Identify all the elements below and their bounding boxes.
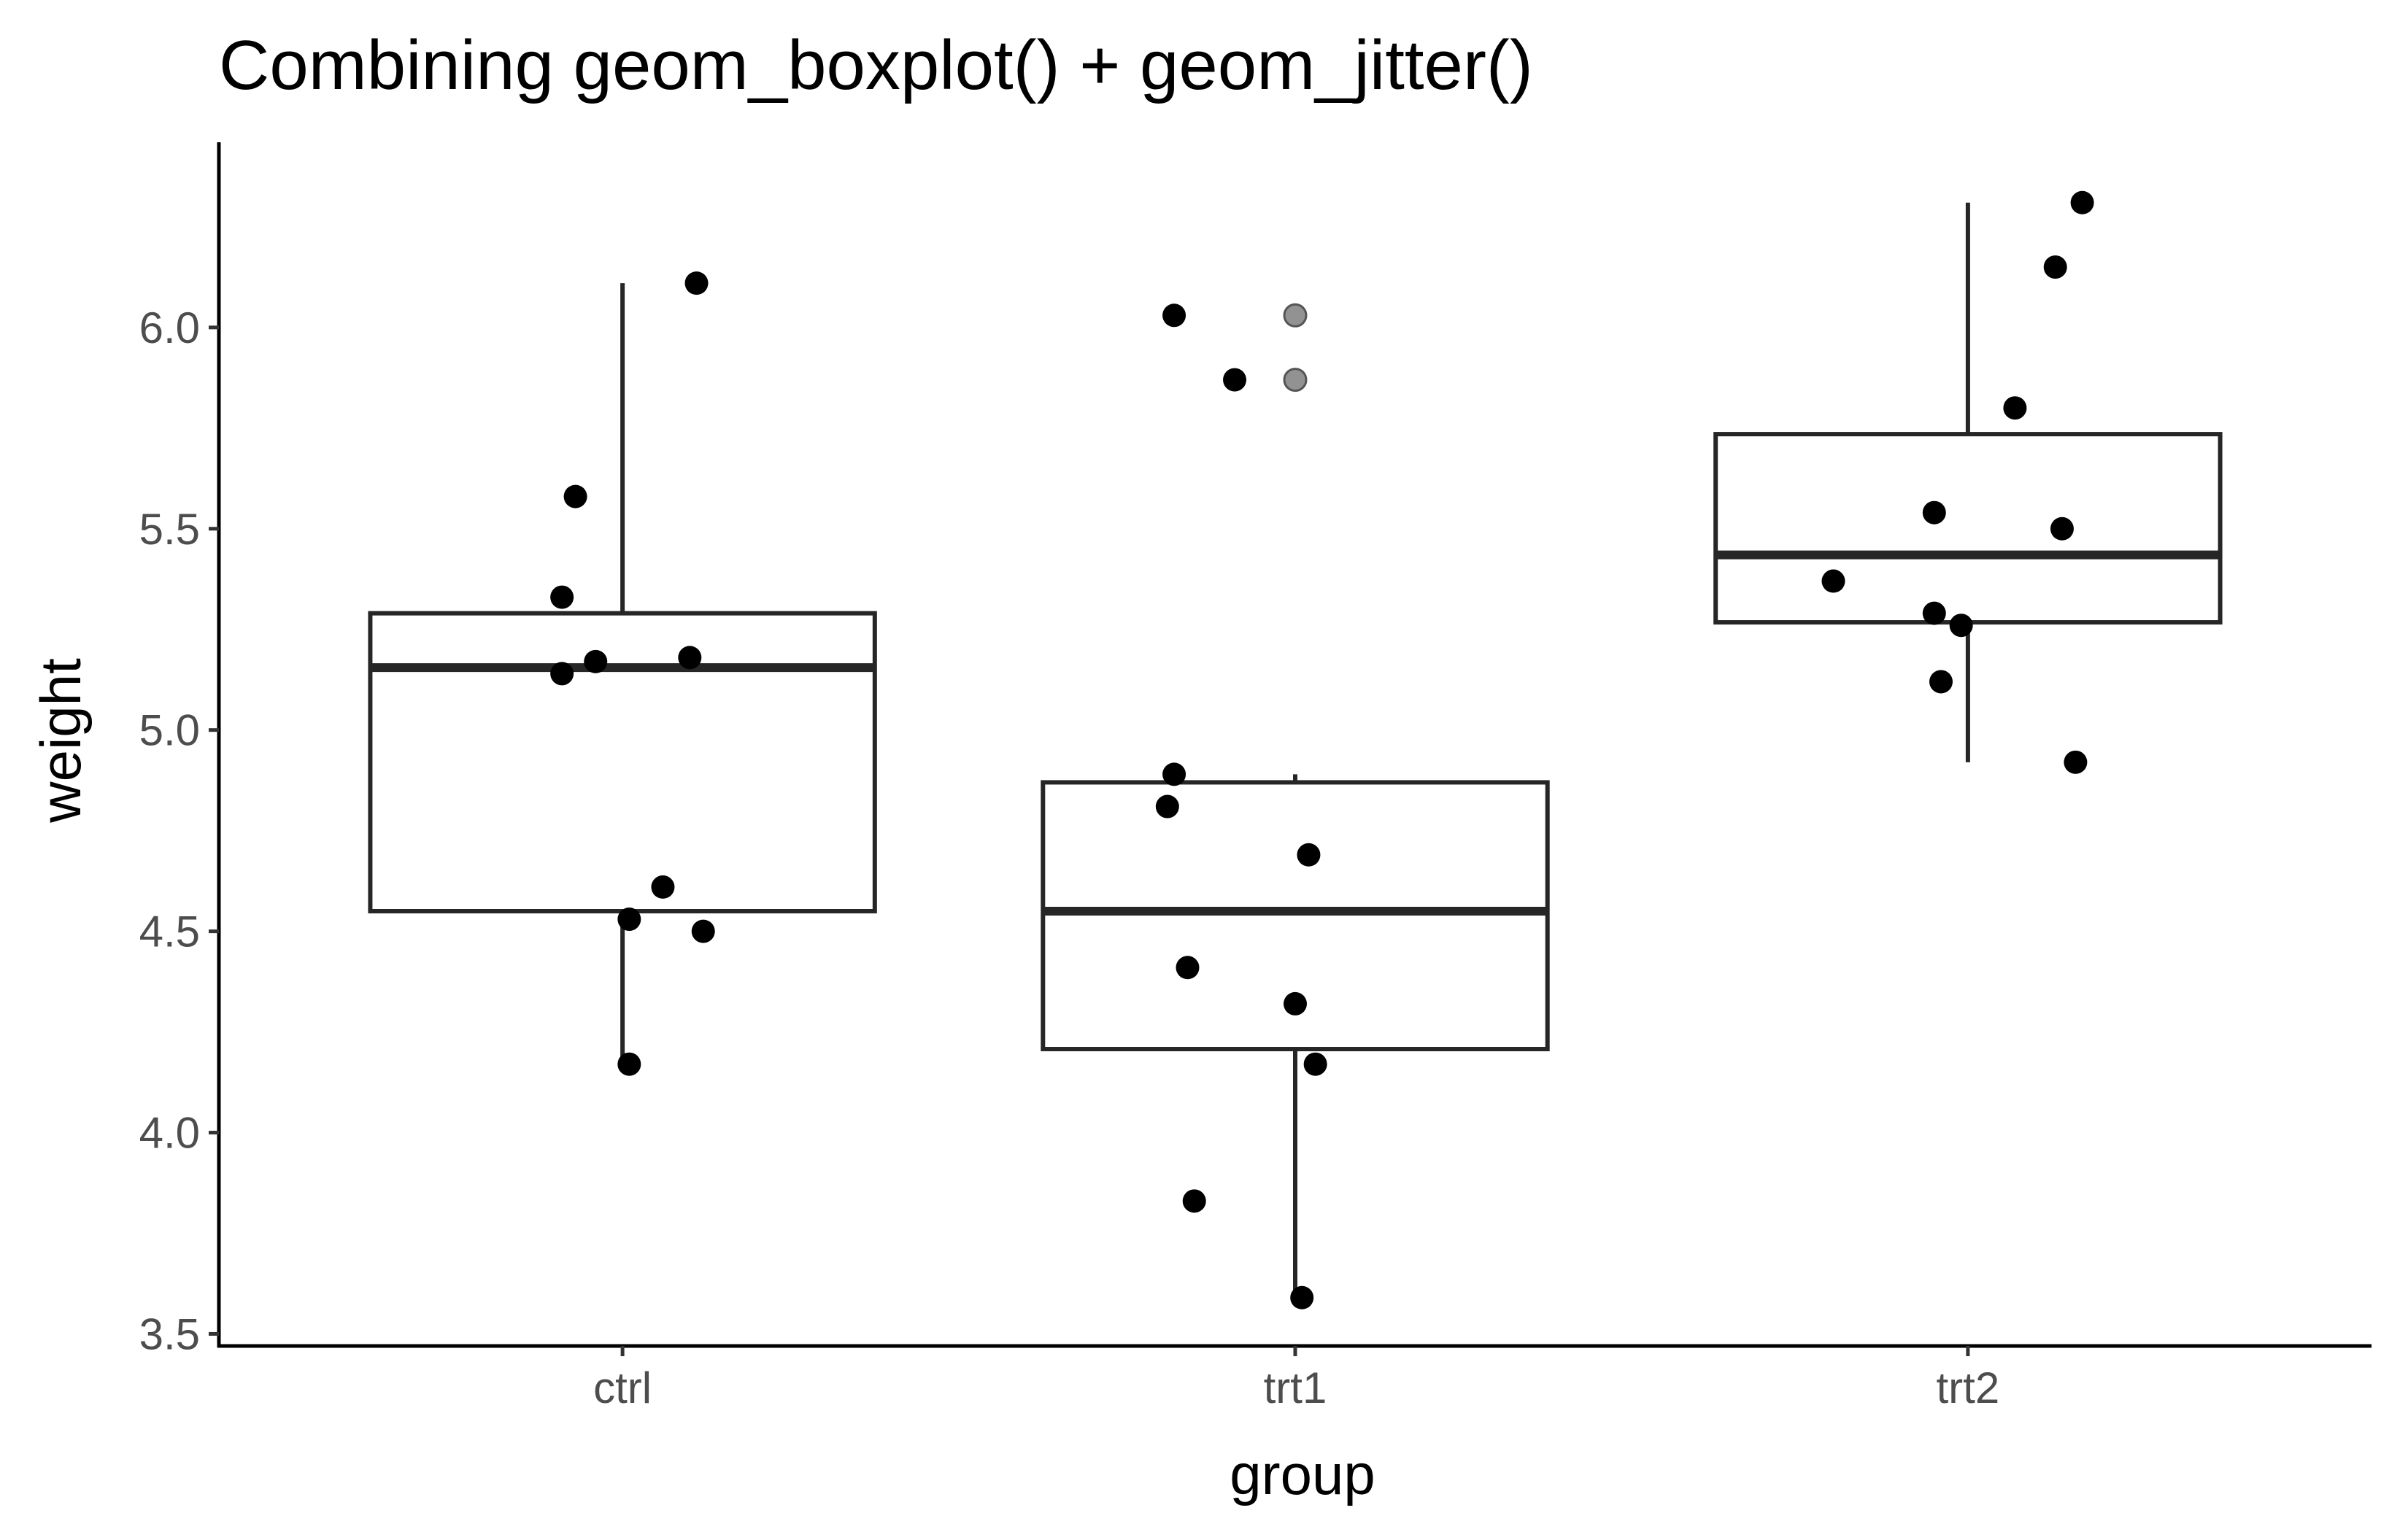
data-point — [1176, 956, 1200, 980]
data-point — [563, 484, 587, 508]
box-trt1 — [1041, 780, 1550, 1052]
data-point — [2050, 517, 2074, 541]
data-point — [550, 662, 574, 686]
data-point — [1162, 762, 1186, 786]
x-axis-title: group — [1230, 1442, 1375, 1506]
data-point — [1949, 614, 1973, 638]
data-point — [1922, 601, 1946, 625]
data-point — [550, 585, 574, 609]
data-point — [1182, 1189, 1206, 1213]
data-point — [617, 908, 641, 932]
data-point — [1297, 843, 1321, 867]
data-point — [651, 875, 675, 899]
y-tick-label: 4.5 — [139, 908, 200, 956]
data-point — [1303, 1052, 1327, 1076]
data-point — [1155, 794, 1179, 819]
data-point — [1290, 1285, 1314, 1309]
data-point — [1223, 368, 1247, 392]
y-tick-label: 3.5 — [139, 1309, 200, 1358]
data-point — [1162, 303, 1186, 328]
data-point — [1821, 569, 1845, 593]
y-axis-title: weight — [28, 658, 93, 824]
data-point — [2003, 396, 2027, 420]
data-point — [2064, 750, 2088, 774]
data-point — [617, 1052, 641, 1076]
data-point — [678, 646, 702, 670]
y-tick-label: 5.0 — [139, 706, 200, 755]
data-point — [1929, 670, 1953, 694]
y-tick-label: 6.0 — [139, 303, 200, 352]
data-point — [1922, 500, 1946, 525]
x-tick-label: trt1 — [1264, 1363, 1327, 1412]
y-tick-label: 4.0 — [139, 1109, 200, 1158]
chart-title: Combining geom_boxplot() + geom_jitter() — [219, 26, 1533, 104]
data-point — [2070, 190, 2094, 214]
data-point — [584, 649, 608, 673]
outlier-point — [1283, 368, 1308, 392]
x-tick-label: trt2 — [1937, 1363, 2000, 1412]
data-point — [1284, 991, 1307, 1015]
data-point — [684, 271, 709, 295]
outlier-point — [1283, 303, 1308, 328]
plot-area: 3.5 4.0 4.5 5.0 5.5 6.0 ctrl trt1 trt2 — [139, 142, 2372, 1412]
y-tick-label: 5.5 — [139, 505, 200, 554]
data-point — [2043, 255, 2067, 279]
x-tick-label: ctrl — [593, 1363, 652, 1412]
data-point — [691, 919, 715, 943]
